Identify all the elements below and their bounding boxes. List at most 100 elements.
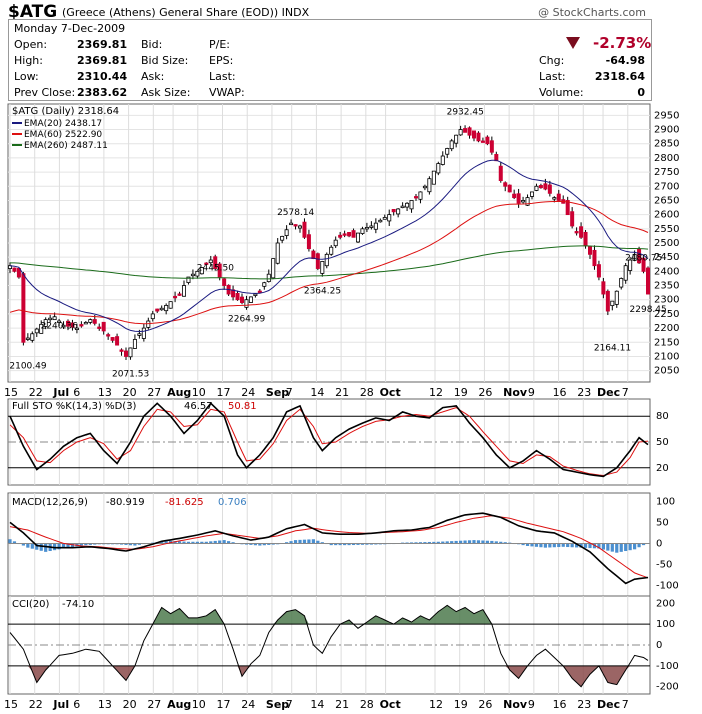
price-tick-label: 2350 xyxy=(654,281,679,292)
price-tick-label: 2900 xyxy=(654,125,679,136)
macd-hist-bar xyxy=(222,540,226,544)
candle-body xyxy=(222,278,227,286)
x-tick-label: 20 xyxy=(123,698,137,711)
macd-hist-bar xyxy=(436,541,440,544)
macd-hist-bar xyxy=(476,540,481,544)
macd-hist-bar xyxy=(84,543,88,546)
candle-body xyxy=(92,319,97,324)
macd-hist-bar xyxy=(619,543,623,552)
candle-body xyxy=(552,197,557,200)
cci-legend-value: -74.10 xyxy=(62,599,94,610)
macd-hist-bar xyxy=(597,543,601,549)
price-annotation: 2298.45 xyxy=(630,305,667,315)
pe-label: P/E: xyxy=(209,38,230,51)
x-tick-label: 15 xyxy=(4,386,18,399)
candle-body xyxy=(574,231,579,234)
candle-body xyxy=(61,324,66,328)
macd-hist-bar xyxy=(570,543,574,548)
candle-body xyxy=(244,299,249,308)
price-tick-label: 2200 xyxy=(654,323,679,334)
macd-hist-bar xyxy=(128,543,133,546)
price-tick-label: 2050 xyxy=(654,366,679,377)
macd-hist-bar xyxy=(369,543,373,545)
candle-body xyxy=(7,265,12,269)
sto-legend-k: 46.57 xyxy=(184,401,213,412)
macd-hist-bar xyxy=(423,542,427,544)
candle-body xyxy=(253,293,258,296)
open-label: Open: xyxy=(14,38,48,51)
candle-body xyxy=(351,230,356,238)
candle-body xyxy=(498,165,503,181)
candle-body xyxy=(525,197,530,206)
x-tick-label: 12 xyxy=(429,386,443,399)
candle-body xyxy=(25,337,30,340)
candle-body xyxy=(449,140,454,150)
candle-body xyxy=(547,184,552,194)
macd-hist-bar xyxy=(177,541,182,544)
candle-body xyxy=(115,336,120,346)
price-annotation: 2100.49 xyxy=(9,361,46,371)
macd-hist-bar xyxy=(70,543,75,548)
prev-close-label: Prev Close: xyxy=(14,86,76,99)
macd-hist-bar xyxy=(485,540,489,544)
sto-tick-label: 80 xyxy=(656,411,669,422)
price-tick-label: 2800 xyxy=(654,153,679,164)
macd-hist-bar xyxy=(467,540,472,544)
macd-hist-bar xyxy=(338,543,342,546)
x-tick-label: 6 xyxy=(73,698,80,711)
macd-hist-bar xyxy=(334,543,338,546)
candle-body xyxy=(628,259,633,271)
candle-body xyxy=(43,319,48,327)
macd-hist-bar xyxy=(450,541,454,544)
price-annotation: 2932.45 xyxy=(447,107,484,117)
macd-hist-bar xyxy=(490,540,494,544)
macd-hist-bar xyxy=(601,543,605,550)
x-tick-label: 7 xyxy=(286,698,293,711)
macd-hist-bar xyxy=(503,542,507,544)
x-tick-label: 26 xyxy=(478,698,492,711)
macd-hist-bar xyxy=(418,542,423,544)
last-label: Last: xyxy=(209,70,236,83)
macd-hist-bar xyxy=(610,543,614,552)
sto-k-line xyxy=(9,402,649,478)
macd-hist-bar xyxy=(53,543,57,551)
cci-legend-label: CCI(20) xyxy=(12,599,50,610)
macd-hist-bar xyxy=(552,543,556,548)
volume-value: 0 xyxy=(637,86,645,99)
candle-body xyxy=(588,246,593,255)
candle-body xyxy=(391,208,396,213)
candle-body xyxy=(440,155,445,165)
macd-hist-bar xyxy=(258,543,262,546)
macd-tick-label: -100 xyxy=(656,580,679,591)
x-tick-label: Jul xyxy=(52,386,69,399)
price-annotation: 2578.14 xyxy=(277,208,314,218)
candle-body xyxy=(239,296,244,303)
candle-body xyxy=(128,347,133,358)
candle-body xyxy=(199,267,204,275)
price-tick-label: 2450 xyxy=(654,252,679,263)
candle-body xyxy=(538,185,543,189)
candle-body xyxy=(16,268,21,278)
macd-hist-bar xyxy=(624,543,628,552)
x-tick-label: 21 xyxy=(335,698,349,711)
x-tick-label: 22 xyxy=(29,386,43,399)
open-value: 2369.81 xyxy=(77,38,128,51)
candle-body xyxy=(405,202,410,208)
macd-hist-bar xyxy=(249,543,253,545)
macd-hist-bar xyxy=(289,541,293,544)
candle-body xyxy=(190,273,195,277)
x-tick-label: 27 xyxy=(147,386,161,399)
cci-line xyxy=(9,604,649,688)
candle-body xyxy=(605,290,610,312)
candle-body xyxy=(409,200,414,210)
macd-hist-bar xyxy=(459,540,463,544)
candle-body xyxy=(396,208,401,215)
ask-label: Ask: xyxy=(141,70,165,83)
x-tick-label: 17 xyxy=(217,698,231,711)
candle-body xyxy=(347,232,352,237)
macd-hist-bar xyxy=(164,541,168,544)
macd-hist-bar xyxy=(316,540,320,544)
price-tick-label: 2250 xyxy=(654,309,679,320)
eps-label: EPS: xyxy=(209,54,234,67)
cci-tick-label: 0 xyxy=(656,640,662,651)
